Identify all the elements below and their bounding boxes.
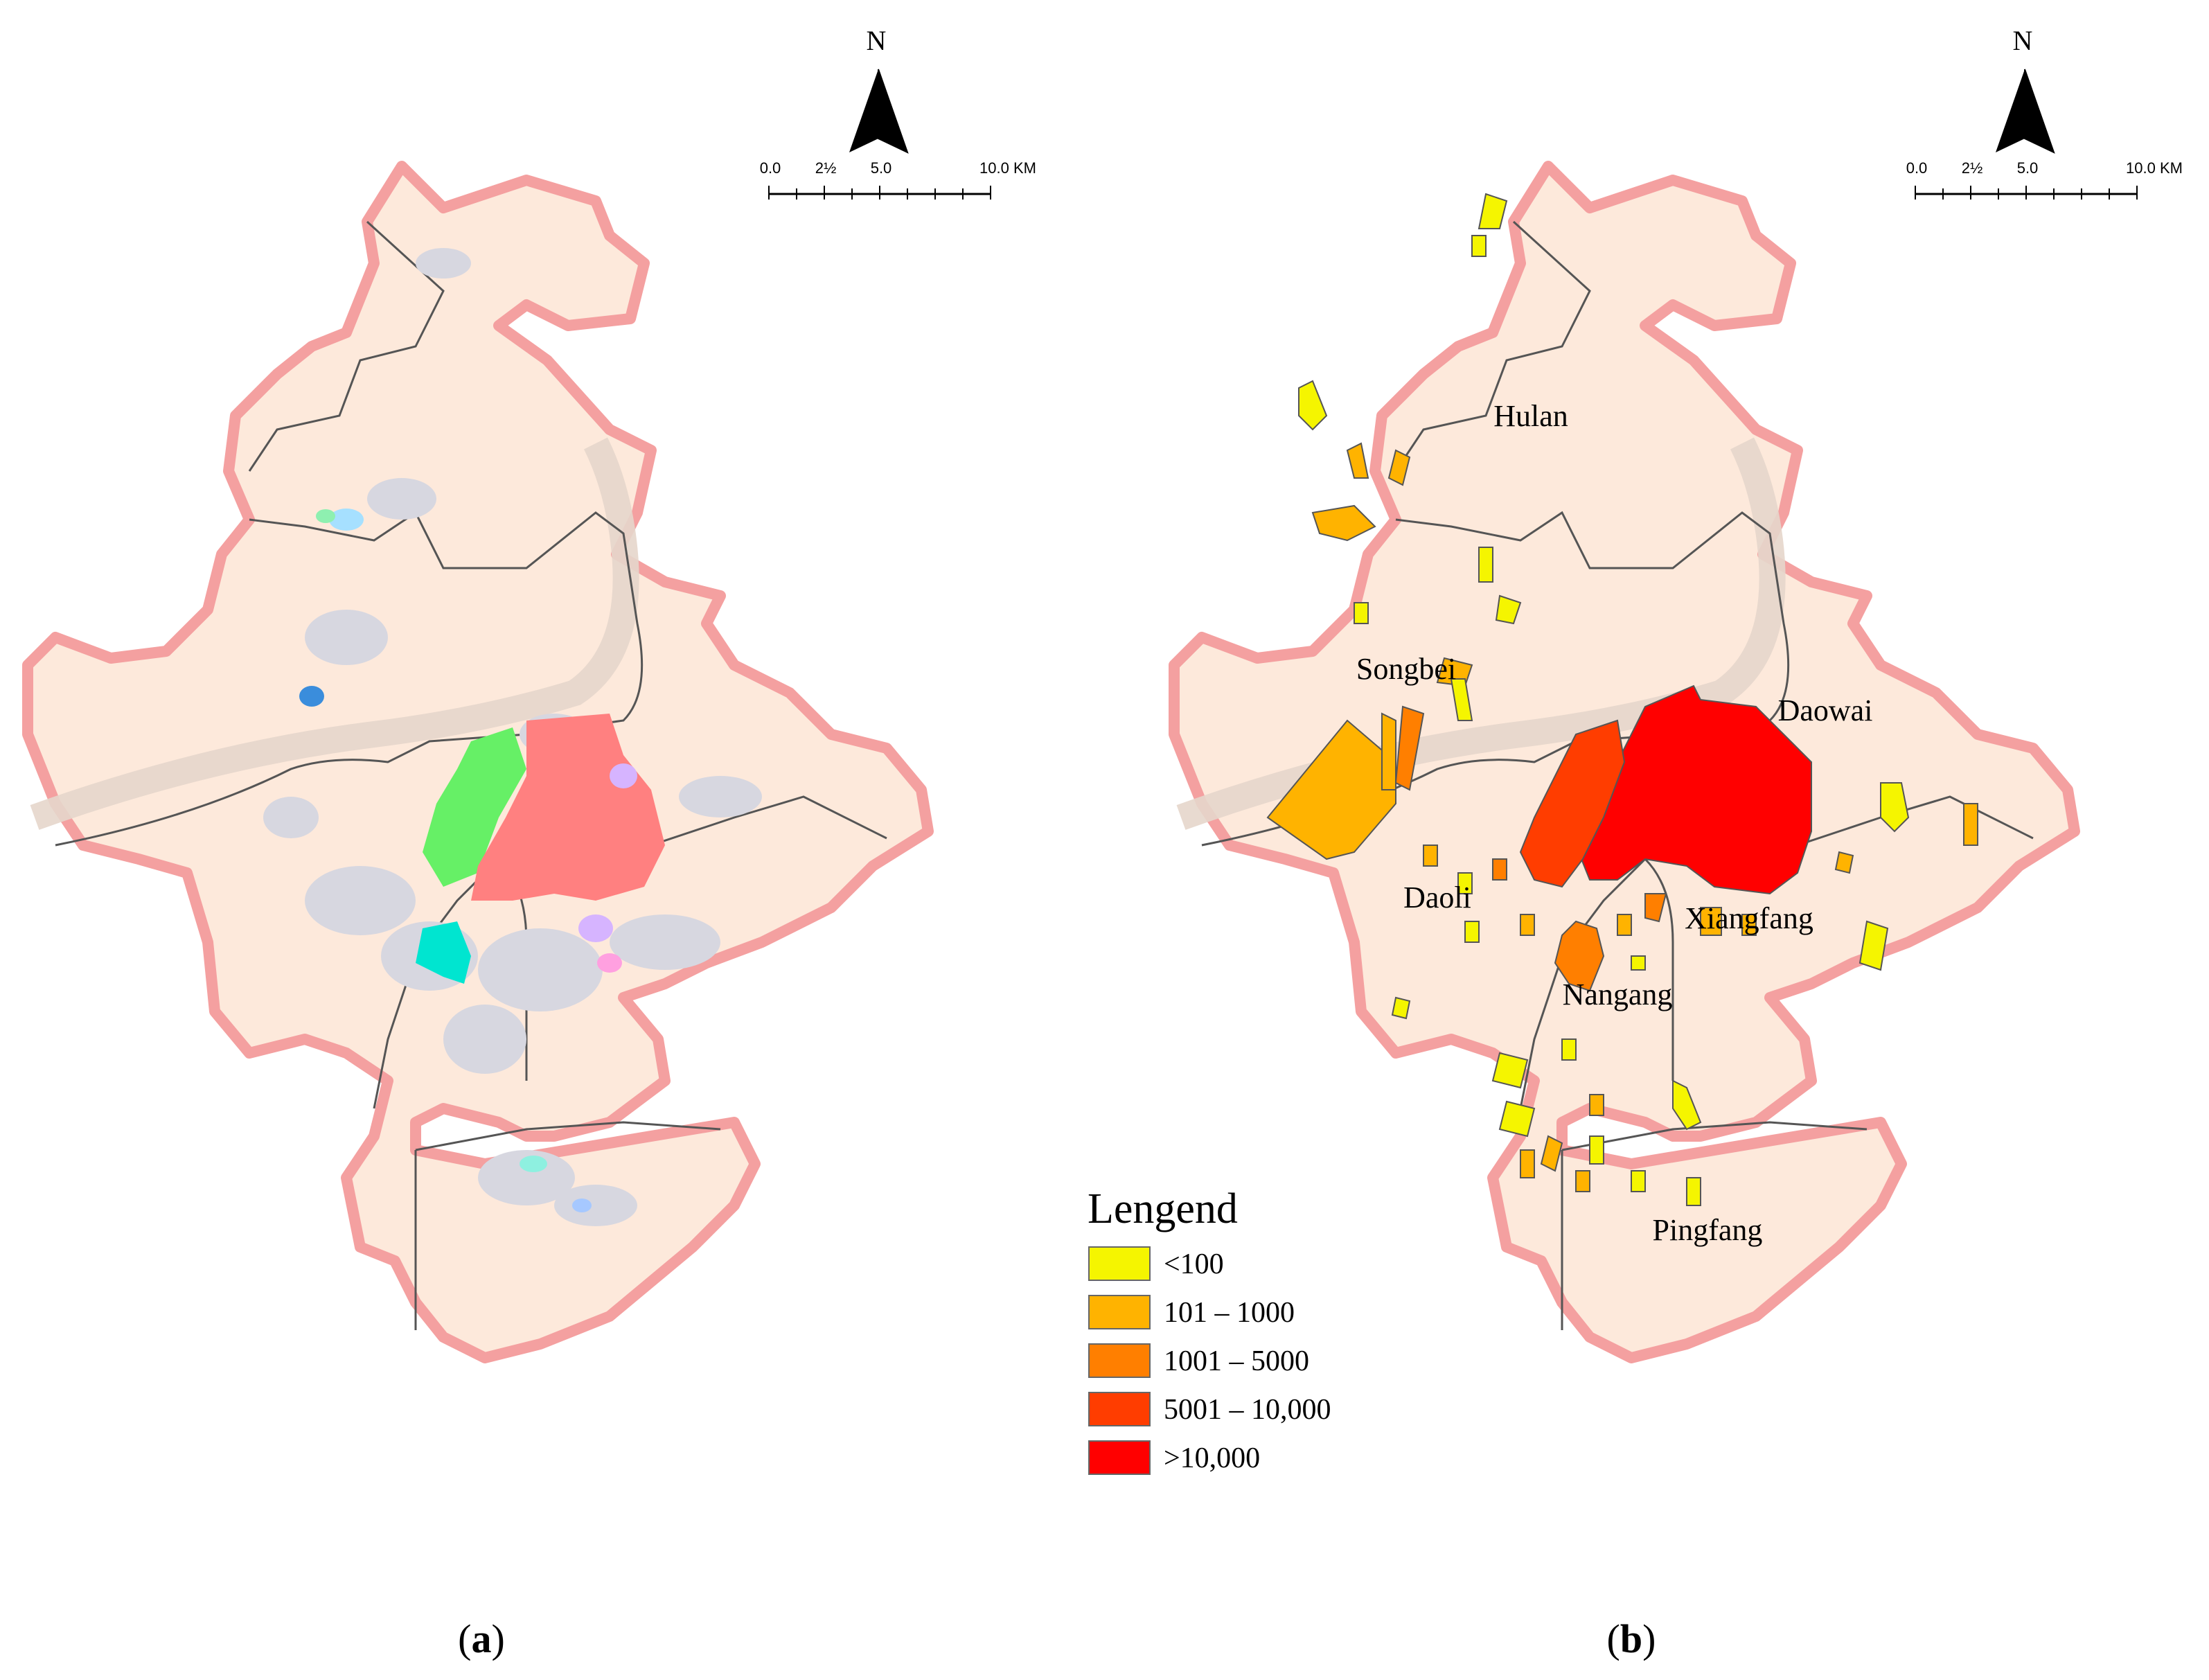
blue-cluster (299, 686, 324, 707)
panel-b-map: Hulan Songbei Daowai Daoli Xiangfang Nan… (1174, 25, 2183, 1661)
legend-item: 101 – 1000 (1088, 1295, 1295, 1329)
scale-label-2: 5.0 (871, 159, 892, 177)
district-label-songbei: Songbei (1356, 652, 1456, 686)
green-cluster (423, 727, 526, 887)
north-arrow-icon (849, 69, 908, 153)
legend-label: 1001 – 5000 (1164, 1345, 1309, 1377)
legend-label: 101 – 1000 (1164, 1297, 1295, 1329)
panel-a-caption: (a) (458, 1616, 505, 1661)
scale-label-0: 0.0 (760, 159, 781, 177)
scale-bar: 0.0 2½ 5.0 10.0 KM (760, 159, 1036, 200)
legend-swatch (1088, 1246, 1151, 1281)
legend-title: Lengend (1088, 1185, 1238, 1232)
district-label-daoli: Daoli (1403, 881, 1471, 914)
density-polygon-west (1266, 719, 1396, 860)
cyan-cluster (416, 921, 471, 984)
legend-item: >10,000 (1088, 1440, 1260, 1475)
salmon-cluster (471, 714, 665, 901)
scale-label-1: 2½ (815, 159, 837, 177)
legend-item: <100 (1088, 1246, 1224, 1281)
legend-swatch (1088, 1295, 1151, 1329)
district-label-daowai: Daowai (1778, 693, 1873, 727)
legend-label: 5001 – 10,000 (1164, 1394, 1331, 1426)
legend-item: 1001 – 5000 (1088, 1343, 1309, 1378)
scale-label-0: 0.0 (1906, 159, 1928, 177)
panel-b-caption: (b) (1607, 1616, 1656, 1661)
district-label-hulan: Hulan (1493, 399, 1568, 433)
scale-label-2: 5.0 (2017, 159, 2039, 177)
legend-swatch (1088, 1440, 1151, 1475)
legend-item: 5001 – 10,000 (1088, 1392, 1331, 1426)
legend: Lengend <100 101 – 1000 1001 – 5000 5001… (1088, 1185, 1331, 1475)
district-label-xiangfang: Xiangfang (1685, 901, 1813, 935)
district-label-pingfang: Pingfang (1653, 1213, 1763, 1247)
legend-label: >10,000 (1164, 1442, 1260, 1474)
legend-swatch (1088, 1392, 1151, 1426)
legend-swatch (1088, 1343, 1151, 1378)
scale-label-3: 10.0 KM (2126, 159, 2183, 177)
density-polygon-high (1519, 719, 1626, 888)
scale-label-3: 10.0 KM (979, 159, 1036, 177)
legend-label: <100 (1164, 1248, 1224, 1280)
scale-label-1: 2½ (1962, 159, 1983, 177)
panel-a-map: N 0.0 2½ 5.0 10.0 KM (a) (28, 25, 1036, 1661)
north-label: N (867, 25, 887, 56)
district-label-nangang: Nangang (1563, 978, 1673, 1011)
north-arrow-icon (1995, 69, 2055, 153)
scale-bar: 0.0 2½ 5.0 10.0 KM (1906, 159, 2183, 200)
north-label: N (2013, 25, 2033, 56)
colored-clusters (299, 509, 665, 1212)
density-polygons (1266, 193, 1978, 1206)
